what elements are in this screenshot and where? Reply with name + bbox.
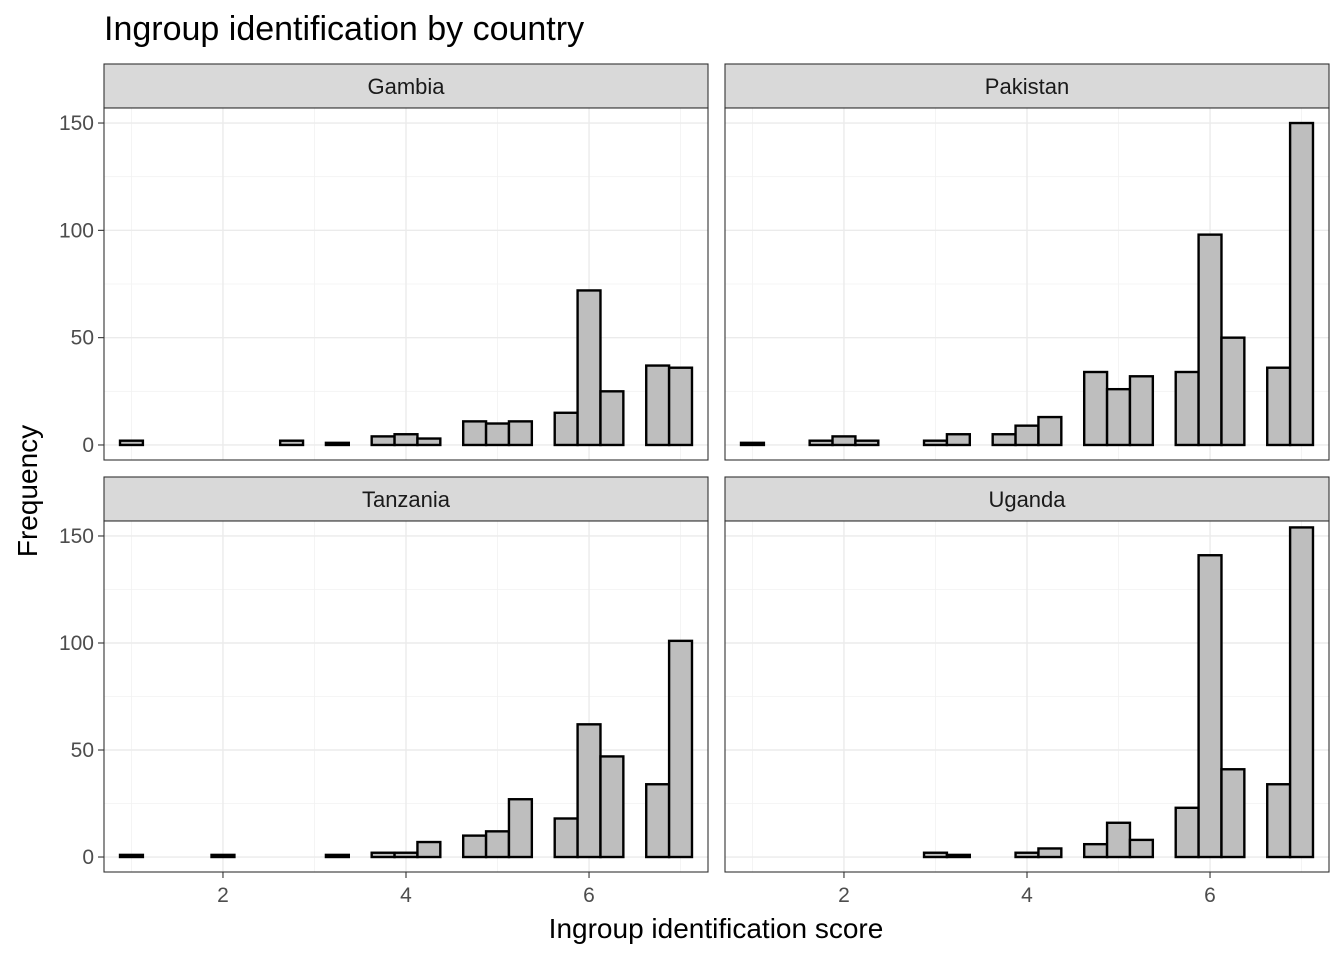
histogram-bar [118, 853, 145, 859]
facet-strip [724, 476, 1330, 522]
histogram-bar [553, 411, 579, 447]
histogram-bar [1174, 370, 1200, 447]
y-tick-label: 0 [82, 846, 94, 869]
histogram-bar [599, 390, 625, 447]
y-tick-label: 0 [82, 434, 94, 457]
histogram-bar [1082, 370, 1109, 447]
histogram-bar [1105, 821, 1132, 859]
x-tick-label: 2 [217, 884, 229, 907]
x-tick-label: 6 [583, 884, 595, 907]
histogram-bar [667, 366, 694, 447]
histogram-bar [393, 851, 419, 859]
x-tick-label: 6 [1204, 884, 1216, 907]
histogram-bar [667, 639, 694, 859]
histogram-bar [393, 433, 419, 447]
histogram-bar [324, 441, 351, 447]
facet-strip-label: Uganda [988, 487, 1066, 512]
histogram-bar [1128, 375, 1155, 447]
histogram-bar [507, 798, 534, 859]
histogram-bar [922, 439, 949, 447]
histogram-bar [1037, 415, 1063, 447]
histogram-bar [576, 289, 602, 447]
y-axis-title: Frequency [12, 425, 43, 557]
facet-strip-label: Pakistan [985, 74, 1069, 99]
histogram-bar [945, 853, 972, 859]
y-tick-label: 150 [59, 525, 94, 548]
y-tick-label: 50 [71, 327, 94, 350]
histogram-bar [945, 433, 972, 447]
histogram-bar [118, 439, 145, 447]
histogram-bar [1014, 851, 1040, 859]
chart-title: Ingroup identification by country [104, 10, 584, 48]
histogram-bar [1128, 838, 1155, 859]
histogram-bar [1174, 806, 1200, 859]
histogram-bar [1105, 387, 1132, 447]
histogram-bar [739, 441, 766, 447]
facet-panel-gambia: Gambia 0 50 100 150 [59, 63, 709, 461]
histogram-bar [831, 435, 857, 447]
histogram-bar [1014, 424, 1040, 447]
histogram-bar [553, 817, 579, 859]
histogram-bar [1220, 768, 1246, 859]
histogram-bar [1197, 554, 1223, 859]
y-tick-label: 100 [59, 219, 94, 242]
histogram-bar [922, 851, 949, 859]
facet-strip [724, 63, 1330, 109]
histogram-bar [645, 783, 671, 859]
facet-panel-tanzania: Tanzania 0 50 100 150 2 4 6 [59, 476, 709, 907]
histogram-bar [645, 364, 671, 447]
histogram-bar [324, 853, 351, 859]
x-tick-label: 4 [400, 884, 412, 907]
facet-strip-label: Tanzania [362, 487, 451, 512]
histogram-bar [1037, 847, 1063, 859]
histogram-bar [599, 755, 625, 859]
histogram-bar [507, 420, 534, 447]
facet-panel-pakistan: Pakistan [724, 63, 1330, 461]
histogram-bar [1082, 842, 1109, 859]
histogram-bar [1266, 783, 1292, 859]
histogram-bar [416, 840, 442, 859]
histogram-bar [416, 437, 442, 447]
histogram-bar [461, 834, 488, 859]
x-tick-label: 2 [838, 884, 850, 907]
y-tick-label: 100 [59, 632, 94, 655]
y-tick-label: 50 [71, 739, 94, 762]
histogram-bar [370, 435, 396, 447]
histogram-bar [1220, 336, 1246, 447]
x-tick-label: 4 [1021, 884, 1033, 907]
y-tick-label: 150 [59, 112, 94, 135]
histogram-bar [1197, 233, 1223, 447]
panel-border [724, 107, 1330, 461]
x-axis-title: Ingroup identification score [549, 913, 884, 944]
histogram-bar [1288, 526, 1315, 859]
facet-panels: Gambia 0 50 100 150 Pakistan Tanzania 0 50 100 150… [59, 63, 1330, 907]
histogram-bar [854, 439, 880, 447]
histogram-bar [210, 853, 236, 859]
histogram-bar [991, 433, 1017, 447]
histogram-bar [484, 830, 511, 859]
panel-border [103, 107, 709, 461]
facet-strip-label: Gambia [367, 74, 445, 99]
histogram-bar [370, 851, 396, 859]
histogram-bar [1266, 366, 1292, 447]
histogram-bar [576, 723, 602, 859]
histogram-bar [1288, 121, 1315, 447]
facet-strip [103, 476, 709, 522]
facet-panel-uganda: Uganda 2 4 6 [724, 476, 1330, 907]
histogram-bar [484, 422, 511, 447]
histogram-bar [461, 420, 488, 447]
histogram-bar [278, 439, 305, 447]
facet-strip [103, 63, 709, 109]
histogram-bar [808, 439, 834, 447]
